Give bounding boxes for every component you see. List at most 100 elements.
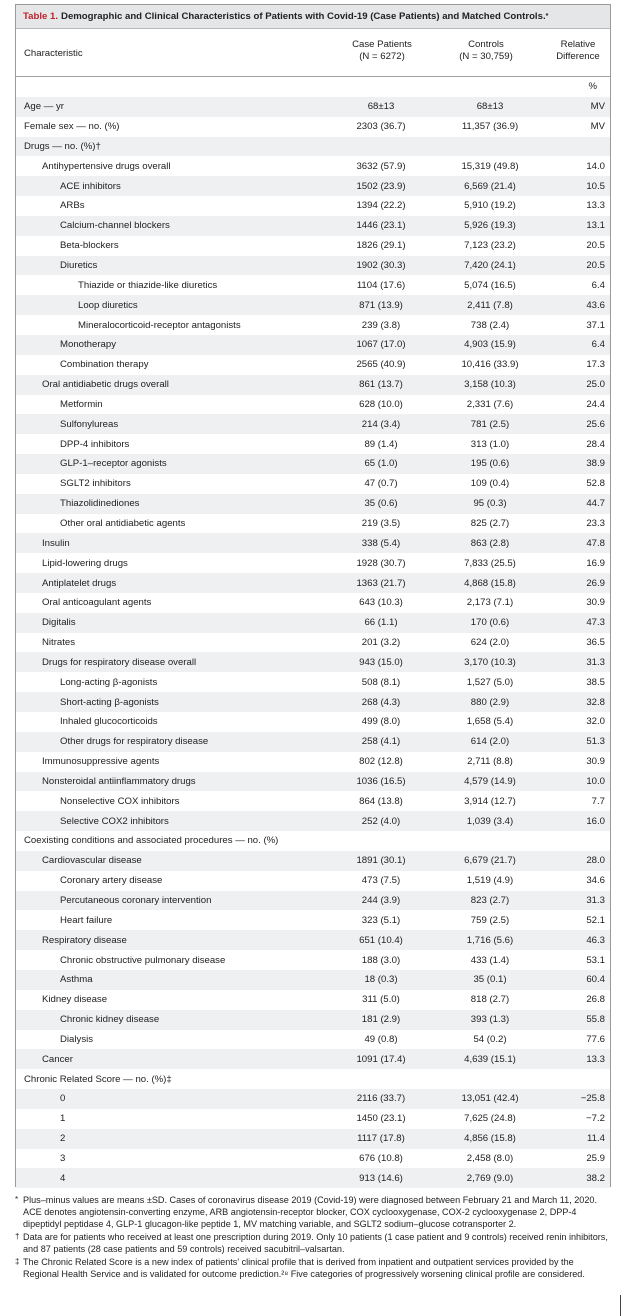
row-relative-difference: 43.6 (586, 299, 605, 311)
row-control-value: 2,711 (8.8) (467, 756, 513, 768)
row-characteristic: Calcium-channel blockers (60, 220, 170, 232)
row-control-value: 880 (2.9) (470, 696, 510, 708)
header-case-label: Case Patients (352, 39, 412, 50)
row-control-value: 825 (2.7) (470, 517, 510, 529)
row-control-value: 54 (0.2) (473, 1033, 507, 1045)
row-characteristic: Other drugs for respiratory disease (60, 736, 209, 748)
row-case-value: 1928 (30.7) (356, 557, 406, 569)
table-row: Heart failure 323 (5.1) 759 (2.5) 52.1 (16, 910, 610, 930)
table-row: Percutaneous coronary intervention 244 (3… (16, 890, 610, 911)
row-case-value: 802 (12.8) (359, 756, 403, 768)
table-row: Beta-blockers 1826 (29.1) 7,123 (23.2) 20.5 (16, 236, 610, 256)
header-controls: Controls (N = 30,759) (444, 39, 528, 63)
row-case-value: 508 (8.1) (361, 676, 401, 688)
table-body: % Age — yr 68±13 68±13 MV Female sex — no. (%… (16, 77, 610, 1189)
row-characteristic: Coexisting conditions and associated pro… (24, 835, 279, 847)
row-case-value: 1363 (21.7) (356, 577, 406, 589)
row-relative-difference: 25.0 (586, 379, 605, 391)
row-case-value: 676 (10.8) (359, 1152, 403, 1164)
row-characteristic: ACE inhibitors (60, 180, 121, 192)
row-relative-difference: 52.1 (586, 914, 605, 926)
table-row: 2 1117 (17.8) 4,856 (15.8) 11.4 (16, 1128, 610, 1149)
row-characteristic: Drugs for respiratory disease overall (42, 656, 197, 668)
footnote-text: Plus–minus values are means ±SD. Cases o… (23, 1195, 597, 1230)
row-case-value: 18 (0.3) (364, 974, 398, 986)
row-control-value: 109 (0.4) (470, 478, 510, 490)
row-control-value: 1,658 (5.4) (466, 716, 514, 728)
row-relative-difference: 6.4 (591, 279, 605, 291)
row-control-value: 624 (2.0) (470, 637, 510, 649)
header-characteristic: Characteristic (24, 48, 83, 59)
row-case-value: 1117 (17.8) (357, 1133, 405, 1145)
header-relative-difference: Relative Difference (546, 39, 610, 63)
table-row: ACE inhibitors 1502 (23.9) 6,569 (21.4) 10.… (16, 176, 610, 197)
row-control-value: 818 (2.7) (470, 994, 510, 1006)
row-characteristic: Thiazide or thiazide-like diuretics (78, 279, 218, 291)
row-case-value: 1446 (23.1) (356, 220, 406, 232)
row-case-value: 1902 (30.3) (356, 260, 406, 272)
row-characteristic: Drugs — no. (%)† (24, 140, 101, 152)
row-control-value: 738 (2.4) (470, 319, 510, 331)
row-relative-difference: 44.7 (586, 498, 605, 510)
row-case-value: 1036 (16.5) (356, 775, 406, 787)
row-relative-difference: 31.3 (586, 895, 605, 907)
table-row: Sulfonylureas 214 (3.4) 781 (2.5) 25.6 (16, 414, 610, 435)
row-control-value: 6,569 (21.4) (464, 180, 516, 192)
table-row: Chronic kidney disease 181 (2.9) 393 (1.3)… (16, 1009, 610, 1030)
row-relative-difference: 20.5 (586, 260, 605, 272)
row-characteristic: Antiplatelet drugs (42, 577, 117, 589)
row-characteristic: Metformin (60, 398, 103, 410)
table-row: Diuretics 1902 (30.3) 7,420 (24.1) 20.5 (16, 255, 610, 276)
row-characteristic: 0 (60, 1093, 66, 1105)
row-control-value: 823 (2.7) (470, 895, 510, 907)
row-relative-difference: 25.6 (586, 418, 605, 430)
footnote-text: Data are for patients who received at le… (23, 1232, 608, 1255)
table-row: 4 913 (14.6) 2,769 (9.0) 38.2 (16, 1168, 610, 1189)
footnote: † Data are for patients who received at l… (15, 1231, 611, 1255)
row-relative-difference: 46.3 (586, 934, 605, 946)
row-control-value: 7,123 (23.2) (464, 240, 516, 252)
row-control-value: 95 (0.3) (473, 498, 507, 510)
page-edge-line (620, 1295, 621, 1316)
row-case-value: 1826 (29.1) (356, 240, 406, 252)
row-case-value: 473 (7.5) (361, 875, 401, 887)
row-characteristic: DPP-4 inhibitors (60, 438, 130, 450)
table-title: Demographic and Clinical Characteristics… (61, 11, 546, 22)
table-row: Digitalis 66 (1.1) 170 (0.6) 47.3 (16, 612, 610, 633)
row-control-value: 781 (2.5) (470, 418, 510, 430)
row-characteristic: Inhaled glucocorticoids (60, 716, 158, 728)
header-difference-label: Difference (556, 51, 600, 62)
table-row: Lipid-lowering drugs 1928 (30.7) 7,833 (25… (16, 553, 610, 573)
row-control-value: 68±13 (476, 101, 504, 113)
row-relative-difference: 16.0 (586, 815, 605, 827)
table-row: Coexisting conditions and associated pro… (16, 831, 610, 851)
table-row: Drugs — no. (%)† (16, 136, 610, 157)
table-row: Insulin 338 (5.4) 863 (2.8) 47.8 (16, 533, 610, 554)
row-case-value: 1091 (17.4) (356, 1053, 406, 1065)
row-characteristic: 4 (60, 1172, 66, 1184)
row-control-value: 313 (1.0) (470, 438, 510, 450)
row-relative-difference: 51.3 (586, 736, 605, 748)
row-control-value: 3,158 (10.3) (464, 379, 516, 391)
row-relative-difference: −25.8 (580, 1093, 605, 1105)
row-case-value: 252 (4.0) (361, 815, 401, 827)
table-row: Coronary artery disease 473 (7.5) 1,519 (4… (16, 871, 610, 891)
row-control-value: 4,639 (15.1) (464, 1053, 516, 1065)
row-control-value: 4,856 (15.8) (464, 1133, 516, 1145)
row-relative-difference: 13.1 (586, 220, 605, 232)
row-relative-difference: 38.2 (586, 1172, 605, 1184)
row-case-value: 628 (10.0) (359, 398, 403, 410)
row-characteristic: Respiratory disease (42, 934, 127, 946)
row-control-value: 13,051 (42.4) (461, 1093, 519, 1105)
row-characteristic: Kidney disease (42, 994, 108, 1006)
table-row: Other drugs for respiratory disease 258 (… (16, 731, 610, 752)
row-case-value: 943 (15.0) (359, 656, 403, 668)
row-characteristic: Monotherapy (60, 339, 116, 351)
table-row: Drugs for respiratory disease overall 943… (16, 652, 610, 673)
footnote-text: The Chronic Related Score is a new index… (23, 1257, 585, 1280)
row-control-value: 4,868 (15.8) (464, 577, 516, 589)
row-case-value: 66 (1.1) (364, 617, 398, 629)
row-control-value: 1,527 (5.0) (466, 676, 514, 688)
row-control-value: 4,579 (14.9) (464, 775, 516, 787)
table-row: GLP-1–receptor agonists 65 (1.0) 195 (0.6)… (16, 454, 610, 474)
